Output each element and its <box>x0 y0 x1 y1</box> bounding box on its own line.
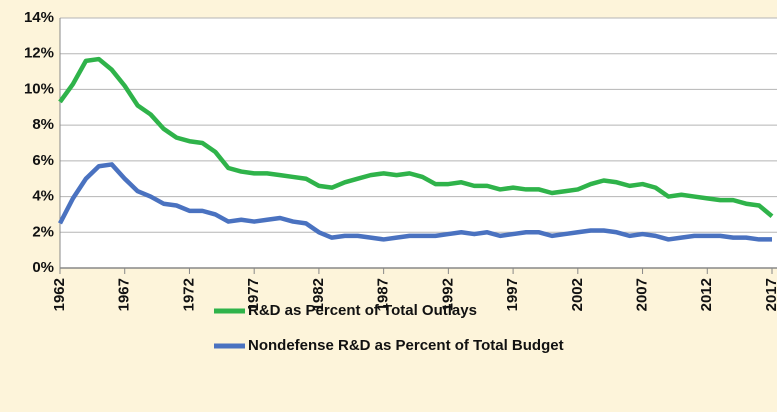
x-tick-label: 1992 <box>439 278 456 311</box>
y-tick-label: 6% <box>32 152 54 169</box>
series-line <box>58 162 772 242</box>
x-tick-label: 1977 <box>245 278 262 311</box>
legend-label: Nondefense R&D as Percent of Total Budge… <box>248 337 564 354</box>
y-tick-label: 2% <box>32 223 54 240</box>
x-tick-label: 2002 <box>569 278 586 311</box>
x-tick-label: 2007 <box>634 278 651 311</box>
x-tick-label: 1987 <box>375 278 392 311</box>
legend-label: R&D as Percent of Total Outlays <box>248 302 477 319</box>
y-tick-label: 14% <box>24 9 54 26</box>
x-tick-label: 1962 <box>51 278 68 311</box>
x-tick-label: 1982 <box>310 278 327 311</box>
x-tick-label: 1967 <box>116 278 133 311</box>
plot-area <box>60 18 777 268</box>
y-tick-label: 10% <box>24 80 54 97</box>
x-tick-label: 1972 <box>180 278 197 311</box>
x-tick-label: 2012 <box>698 278 715 311</box>
x-tick-label: 1997 <box>504 278 521 311</box>
y-tick-label: 0% <box>32 259 54 276</box>
x-tick-label: 2017 <box>763 278 777 311</box>
y-tick-label: 8% <box>32 116 54 133</box>
y-tick-label: 12% <box>24 45 54 62</box>
y-tick-label: 4% <box>32 188 54 205</box>
series-line <box>58 56 774 218</box>
